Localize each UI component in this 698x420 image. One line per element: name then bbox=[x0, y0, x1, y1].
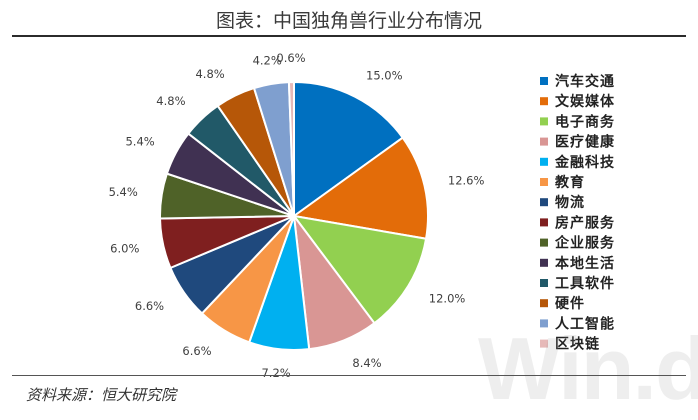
slice-value-label: 6.6% bbox=[135, 299, 164, 313]
pie-slice bbox=[293, 80, 405, 218]
legend-label: 企业服务 bbox=[554, 235, 615, 252]
pie-slice bbox=[287, 80, 295, 217]
legend-label: 金融科技 bbox=[554, 154, 615, 171]
slice-value-label: 5.4% bbox=[125, 134, 154, 148]
slice-value-label: 12.6% bbox=[448, 173, 485, 187]
slice-value-label: 6.6% bbox=[182, 344, 211, 358]
legend-label: 本地生活 bbox=[555, 255, 615, 272]
legend-swatch bbox=[540, 258, 548, 267]
watermark: Win.d bbox=[478, 319, 698, 418]
legend-label: 区块链 bbox=[555, 336, 600, 353]
legend-swatch bbox=[540, 117, 548, 126]
footer-divider bbox=[12, 375, 686, 376]
pie-slice bbox=[291, 214, 428, 325]
chart-title: 图表：中国独角兽行业分布情况 bbox=[215, 10, 482, 32]
legend-swatch bbox=[540, 279, 548, 287]
title-divider bbox=[12, 35, 686, 37]
slice-value-label: 4.8% bbox=[156, 94, 185, 108]
legend-swatch bbox=[540, 299, 548, 308]
legend-swatch bbox=[540, 97, 548, 106]
slice-value-label: 5.4% bbox=[109, 185, 138, 199]
legend-swatch bbox=[540, 77, 548, 85]
legend-label: 电子商务 bbox=[555, 113, 615, 130]
legend-label: 硬件 bbox=[555, 295, 585, 312]
legend-swatch bbox=[540, 218, 548, 227]
legend-label: 工具软件 bbox=[555, 275, 615, 292]
legend-label: 汽车交通 bbox=[555, 73, 615, 90]
slice-value-label: 6.0% bbox=[110, 242, 139, 256]
legend-label: 教育 bbox=[555, 174, 585, 191]
slice-value-label: 15.0% bbox=[366, 68, 403, 82]
slice-value-label: 4.8% bbox=[195, 67, 224, 81]
slice-value-label: 12.0% bbox=[429, 291, 466, 305]
slice-value-label: 8.4% bbox=[352, 356, 381, 370]
legend-swatch bbox=[540, 178, 548, 186]
legend-swatch bbox=[540, 157, 548, 166]
legend-swatch bbox=[540, 137, 548, 146]
slice-value-label: 4.2% bbox=[253, 53, 282, 67]
legend-label: 房产服务 bbox=[555, 214, 615, 231]
slice-value-label: 7.2% bbox=[261, 366, 290, 380]
legend-swatch bbox=[540, 198, 548, 207]
legend-label: 人工智能 bbox=[555, 315, 615, 332]
legend-label: 医疗健康 bbox=[555, 134, 615, 151]
pie-slice bbox=[291, 136, 429, 240]
legend-label: 物流 bbox=[555, 194, 585, 211]
legend-swatch bbox=[540, 238, 548, 247]
slice-value-label: 0.6% bbox=[276, 51, 305, 65]
legend-swatch bbox=[540, 339, 548, 348]
legend-label: 文娱媒体 bbox=[555, 93, 615, 110]
source-note: 资料来源：恒大研究院 bbox=[26, 386, 177, 404]
legend-swatch bbox=[540, 319, 548, 328]
